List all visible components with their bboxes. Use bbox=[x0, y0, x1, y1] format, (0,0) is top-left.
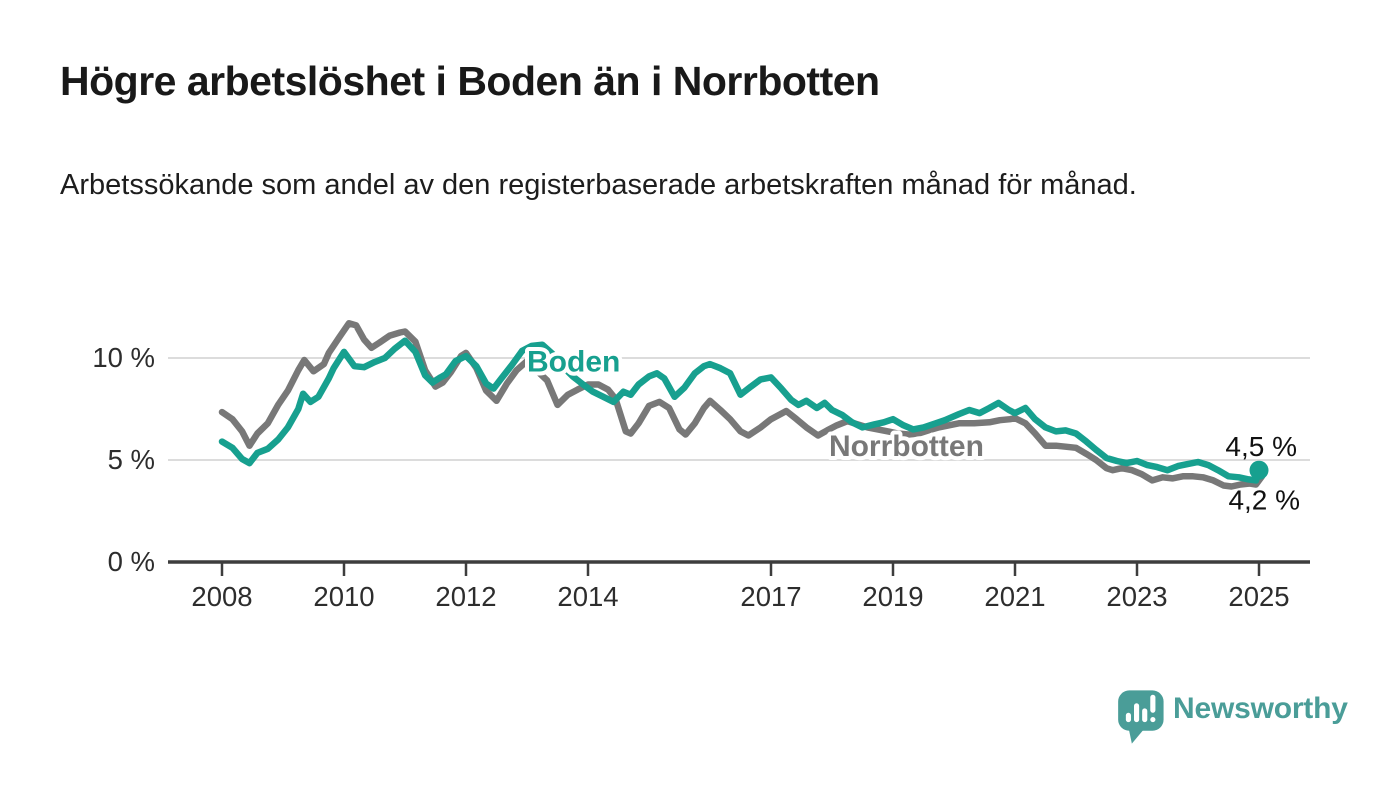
chart-subtitle: Arbetssökande som andel av den registerb… bbox=[60, 169, 1137, 201]
brand-name: Newsworthy bbox=[1173, 692, 1348, 725]
x-tick-label-2021: 2021 bbox=[984, 581, 1045, 612]
boden-series-label: Boden bbox=[527, 345, 620, 378]
x-tick-label-2008: 2008 bbox=[191, 581, 252, 612]
boden-line bbox=[218, 337, 1263, 484]
x-tick-label-2019: 2019 bbox=[862, 581, 923, 612]
x-tick-label-2017: 2017 bbox=[740, 581, 801, 612]
boden-end-dot bbox=[1249, 460, 1269, 480]
y-axis-labels: 0 % 5 % 10 % bbox=[92, 342, 155, 577]
x-tick-label-2012: 2012 bbox=[435, 581, 496, 612]
norrbotten-line bbox=[218, 320, 1266, 490]
x-axis bbox=[168, 560, 1310, 576]
page-title: Högre arbetslöshet i Boden än i Norrbott… bbox=[60, 58, 880, 104]
data-series bbox=[218, 320, 1266, 490]
x-axis-labels: 2008 2010 2012 2014 2017 2019 2021 2023 2025 bbox=[191, 581, 1289, 612]
newsworthy-logo: Newsworthy bbox=[1113, 684, 1353, 750]
y-tick-label-0: 0 % bbox=[108, 546, 155, 577]
norrbotten-end-label: 4,2 % bbox=[1228, 484, 1300, 515]
series-labels: Norrbotten Boden bbox=[523, 341, 988, 467]
x-tick-label-2014: 2014 bbox=[557, 581, 618, 612]
speech-bubble-chart-icon bbox=[1118, 690, 1164, 744]
x-tick-label-2023: 2023 bbox=[1106, 581, 1167, 612]
boden-end-label: 4,5 % bbox=[1225, 431, 1297, 462]
end-value-annotations: 4,2 % 4,5 % bbox=[1225, 431, 1300, 515]
gridlines bbox=[168, 357, 1310, 461]
y-tick-label-5: 5 % bbox=[108, 444, 155, 475]
y-tick-label-10: 10 % bbox=[92, 342, 155, 373]
norrbotten-series-label: Norrbotten bbox=[829, 430, 984, 463]
x-tick-label-2025: 2025 bbox=[1228, 581, 1289, 612]
x-tick-label-2010: 2010 bbox=[313, 581, 374, 612]
newsworthy-logo-mark bbox=[1118, 690, 1164, 744]
